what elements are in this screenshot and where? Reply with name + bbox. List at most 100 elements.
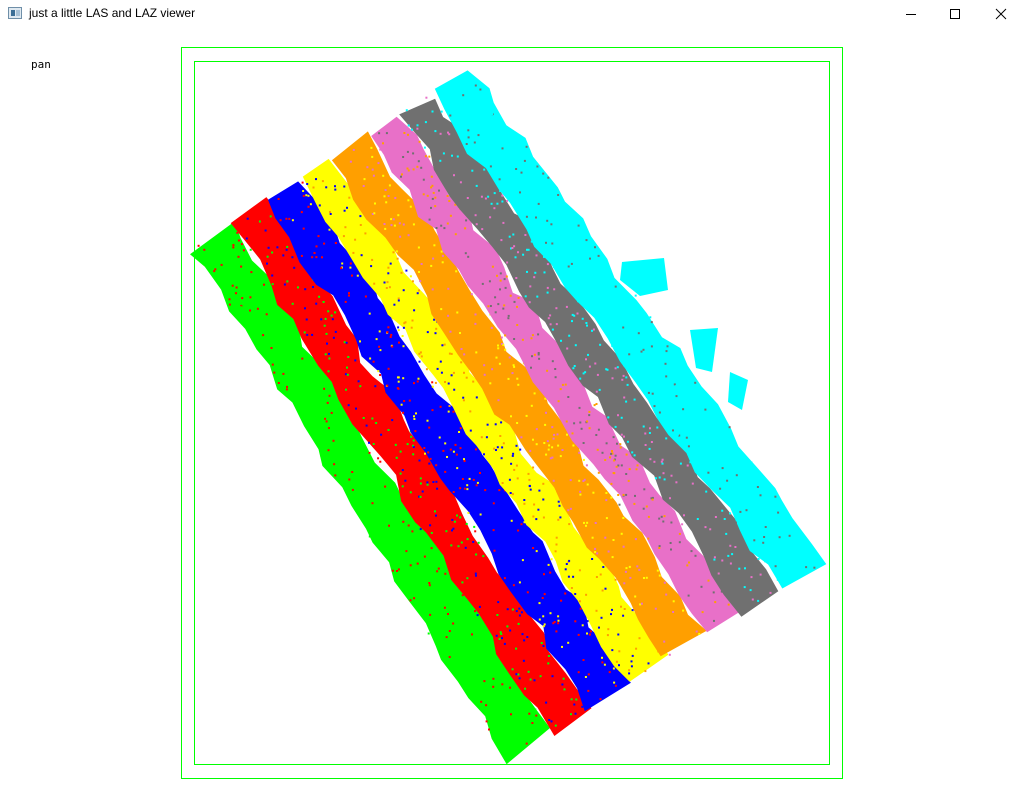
point-speckle <box>240 243 243 246</box>
point-speckle <box>573 314 576 317</box>
point-speckle <box>526 591 529 594</box>
point-speckle <box>669 542 672 544</box>
point-speckle <box>450 374 453 377</box>
point-speckle <box>501 343 503 345</box>
point-speckle <box>470 655 473 658</box>
point-speckle <box>430 206 432 209</box>
close-button[interactable] <box>978 0 1024 28</box>
point-speckle <box>658 574 661 577</box>
point-speckle <box>557 622 560 625</box>
point-speckle <box>577 224 580 227</box>
point-speckle <box>359 224 362 226</box>
point-speckle <box>576 283 579 286</box>
point-speckle <box>586 420 589 423</box>
point-speckle <box>424 121 427 124</box>
point-speckle <box>798 554 801 557</box>
point-speckle <box>547 448 550 451</box>
point-speckle <box>585 593 588 596</box>
point-speckle <box>293 266 296 269</box>
point-speckle <box>662 520 665 523</box>
point-speckle <box>306 183 309 185</box>
point-speckle <box>496 446 499 449</box>
minimize-button[interactable] <box>888 0 934 28</box>
point-speckle <box>585 524 587 527</box>
point-speckle <box>551 446 554 449</box>
point-speckle <box>572 367 575 370</box>
point-speckle <box>756 552 759 554</box>
point-speckle <box>578 406 581 409</box>
point-speckle <box>387 429 390 431</box>
point-speckle <box>459 487 462 490</box>
point-speckle <box>567 509 570 512</box>
point-speckle <box>601 321 604 324</box>
point-speckle <box>707 471 710 474</box>
point-speckle <box>644 670 647 673</box>
point-speckle <box>623 582 626 585</box>
point-speckle <box>542 498 545 501</box>
point-speckle <box>696 518 699 520</box>
point-speckle <box>213 270 216 273</box>
point-speckle <box>370 265 373 268</box>
point-speckle <box>488 120 491 123</box>
point-speckle <box>560 599 563 602</box>
point-speckle <box>550 223 553 226</box>
point-speckle <box>235 286 238 289</box>
point-speckle <box>440 308 443 311</box>
point-speckle <box>461 594 464 597</box>
maximize-button[interactable] <box>932 0 978 28</box>
point-speckle <box>390 218 393 221</box>
point-speckle <box>447 382 450 385</box>
point-speckle <box>444 470 447 473</box>
point-speckle <box>456 467 459 470</box>
point-speckle <box>621 328 623 331</box>
point-speckle <box>402 326 405 329</box>
point-speckle <box>628 353 631 356</box>
point-speckle <box>416 165 419 168</box>
point-speckle <box>675 481 678 484</box>
point-speckle <box>273 371 276 374</box>
point-speckle <box>315 256 318 259</box>
point-speckle <box>669 497 671 500</box>
point-speckle <box>328 357 331 360</box>
point-speckle <box>612 539 615 541</box>
point-speckle <box>776 578 779 581</box>
point-speckle <box>598 388 601 391</box>
point-speckle <box>701 409 704 412</box>
point-speckle <box>237 239 240 242</box>
point-speckle <box>604 536 607 539</box>
point-speckle <box>341 262 344 265</box>
point-speckle <box>473 525 476 528</box>
point-speckle <box>622 374 625 377</box>
bounding-box-inner <box>194 61 830 765</box>
point-speckle <box>271 283 274 286</box>
point-speckle <box>425 368 428 371</box>
point-speckle <box>735 474 738 477</box>
point-speckle <box>282 254 285 257</box>
point-speckle <box>584 371 587 374</box>
point-speckle <box>402 345 405 348</box>
point-speckle <box>525 215 528 218</box>
point-speckle <box>579 607 582 610</box>
point-speckle <box>694 554 697 557</box>
point-speckle <box>736 521 739 524</box>
point-speckle <box>666 363 669 366</box>
point-speckle <box>451 518 454 521</box>
point-speckle <box>565 563 568 565</box>
point-speckle <box>430 531 433 534</box>
point-speckle <box>518 607 521 610</box>
point-speckle <box>458 431 460 433</box>
point-speckle <box>466 197 469 199</box>
title-bar[interactable]: just a little LAS and LAZ viewer <box>0 0 1024 28</box>
point-speckle <box>465 143 468 145</box>
point-speckle <box>813 566 816 569</box>
point-speckle <box>757 558 760 560</box>
point-speckle <box>481 124 484 127</box>
point-speckle <box>504 286 507 289</box>
point-speckle <box>452 410 455 413</box>
point-speckle <box>452 450 455 453</box>
point-speckle <box>517 383 520 386</box>
point-speckle <box>479 88 482 91</box>
point-speckle <box>486 129 489 132</box>
point-speckle <box>622 545 625 548</box>
